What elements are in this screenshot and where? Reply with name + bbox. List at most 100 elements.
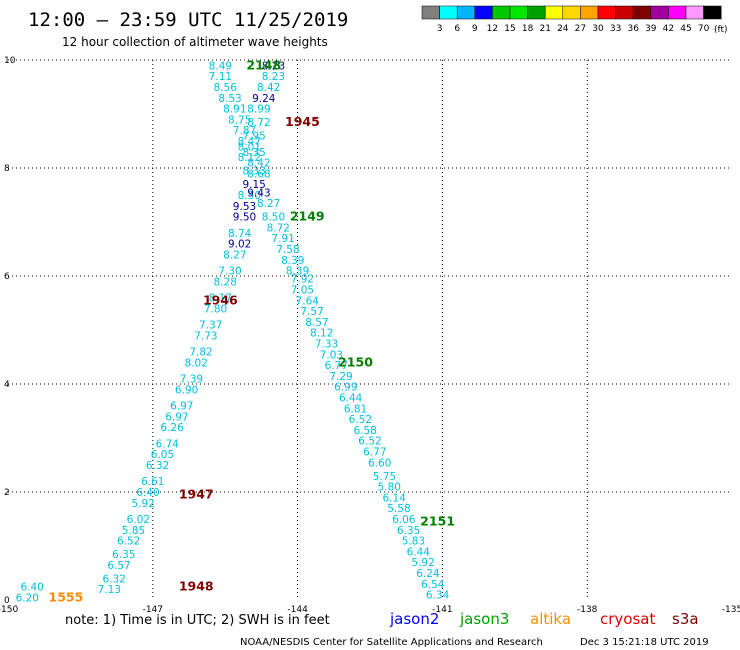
color-scale-label: 21 bbox=[539, 24, 550, 34]
color-scale-label: 12 bbox=[487, 24, 498, 34]
data-label: 6.77 bbox=[363, 447, 386, 459]
satellite-legend-item: cryosat bbox=[600, 610, 655, 628]
data-label: 6.32 bbox=[102, 573, 125, 585]
data-label: 8.72 bbox=[247, 117, 270, 129]
color-swatch bbox=[685, 5, 704, 20]
data-label: 7.13 bbox=[98, 584, 121, 596]
data-label: 8.91 bbox=[223, 104, 246, 116]
pass-time-label: 2148 bbox=[246, 57, 281, 72]
data-label: 6.81 bbox=[344, 403, 367, 415]
data-label: 8.02 bbox=[185, 357, 208, 369]
color-swatch bbox=[597, 5, 616, 20]
data-label: 5.58 bbox=[387, 503, 410, 515]
y-tick-label: 0 bbox=[4, 596, 10, 606]
color-swatch bbox=[509, 5, 528, 20]
data-label: 6.24 bbox=[416, 568, 440, 580]
data-label: 7.05 bbox=[291, 285, 314, 297]
plot-grid bbox=[8, 59, 732, 600]
data-label: 6.52 bbox=[349, 414, 372, 426]
data-label: 6.97 bbox=[165, 411, 188, 423]
color-swatch bbox=[580, 5, 599, 20]
data-label: 8.72 bbox=[267, 222, 290, 234]
color-scale-label: 15 bbox=[504, 24, 515, 34]
color-swatch bbox=[456, 5, 476, 20]
data-label: 8.42 bbox=[247, 158, 270, 170]
data-label: 6.52 bbox=[117, 536, 140, 548]
color-swatch bbox=[703, 5, 722, 20]
footer-timestamp: Dec 3 15:21:18 UTC 2019 bbox=[580, 637, 709, 648]
y-tick-label: 4 bbox=[4, 380, 10, 390]
data-label: 8.28 bbox=[214, 276, 237, 288]
pass-time-label: 1948 bbox=[179, 579, 214, 594]
data-label: 6.97 bbox=[170, 401, 193, 413]
data-label: 6.44 bbox=[407, 546, 431, 558]
data-label: 6.74 bbox=[156, 438, 180, 450]
data-label: 8.75 bbox=[228, 114, 251, 126]
data-label: 6.54 bbox=[421, 579, 445, 591]
data-label: 6.20 bbox=[16, 592, 39, 604]
data-label: 8.50 bbox=[238, 190, 261, 202]
color-swatch bbox=[439, 5, 458, 20]
data-label: 6.58 bbox=[353, 425, 376, 437]
color-scale-label: 6 bbox=[454, 24, 460, 34]
data-label: 8.68 bbox=[247, 168, 270, 180]
data-label: 6.44 bbox=[339, 393, 363, 405]
color-scale-label: 70 bbox=[698, 24, 710, 34]
data-label: 9.43 bbox=[247, 187, 270, 199]
data-label: 7.57 bbox=[300, 306, 323, 318]
satellite-legend-item: altika bbox=[530, 610, 571, 628]
data-label: 7.92 bbox=[291, 274, 314, 286]
data-label: 6.61 bbox=[141, 476, 164, 488]
color-scale: 3 6 9 12 15 18 21 24 27 30 33 36 39 42 45 70 bbox=[421, 5, 722, 34]
data-label: 7.82 bbox=[189, 347, 212, 359]
y-tick-label: 10 bbox=[4, 56, 16, 66]
data-label: 8.56 bbox=[214, 82, 238, 94]
satellite-legend-item: s3a bbox=[672, 610, 699, 628]
color-scale-label: 30 bbox=[592, 24, 604, 34]
footer-note: note: 1) Time is in UTC; 2) SWH is in fe… bbox=[65, 613, 330, 628]
x-tick-label: -147 bbox=[143, 605, 163, 615]
color-swatch bbox=[492, 5, 511, 20]
data-label: 7.58 bbox=[276, 244, 299, 256]
color-scale-label: 36 bbox=[627, 24, 639, 34]
pass-time-label: 2149 bbox=[290, 209, 325, 224]
data-label: 6.52 bbox=[358, 436, 381, 448]
color-scale-label: 42 bbox=[663, 24, 674, 34]
data-label: 8.17 bbox=[209, 293, 232, 305]
color-scale-unit: (ft) bbox=[714, 25, 728, 35]
data-label: 8.53 bbox=[218, 93, 241, 105]
data-label: 6.40 bbox=[136, 487, 159, 499]
color-swatch bbox=[650, 5, 669, 20]
pass-time-labels: 2148 1945 2149 1946 2150 1947 2151 1948 1555 bbox=[49, 57, 455, 604]
data-label: 6.35 bbox=[397, 525, 420, 537]
data-label: 5.75 bbox=[373, 471, 396, 483]
x-tick-label: -150 bbox=[0, 605, 18, 615]
color-scale-label: 39 bbox=[645, 24, 657, 34]
y-tick-label: 2 bbox=[4, 488, 10, 498]
data-label: 5.92 bbox=[411, 557, 434, 569]
pass-time-label: 2150 bbox=[338, 354, 373, 369]
data-label: 8.39 bbox=[286, 266, 309, 278]
data-label: 8.50 bbox=[262, 212, 285, 224]
color-swatch bbox=[562, 5, 581, 20]
data-label: 6.99 bbox=[334, 382, 357, 394]
color-swatch bbox=[615, 5, 634, 20]
data-label: 6.40 bbox=[20, 582, 43, 594]
color-swatch bbox=[527, 5, 546, 20]
color-swatch bbox=[544, 5, 564, 20]
data-label: 9.50 bbox=[233, 212, 256, 224]
data-label: 8.27 bbox=[223, 249, 246, 261]
y-tick-label: 6 bbox=[4, 272, 10, 282]
data-label: 7.91 bbox=[271, 233, 294, 245]
data-label: 7.37 bbox=[199, 320, 222, 332]
data-label: 8.57 bbox=[305, 317, 328, 329]
data-label: 8.23 bbox=[262, 60, 285, 72]
data-label: 8.33 bbox=[242, 166, 265, 178]
x-tick-label: -141 bbox=[432, 605, 452, 615]
data-label: 7.29 bbox=[329, 371, 352, 383]
data-label: 8.12 bbox=[238, 152, 261, 164]
data-label: 6.32 bbox=[146, 460, 169, 472]
data-label: 7.33 bbox=[315, 339, 338, 351]
data-label: 5.83 bbox=[402, 536, 425, 548]
